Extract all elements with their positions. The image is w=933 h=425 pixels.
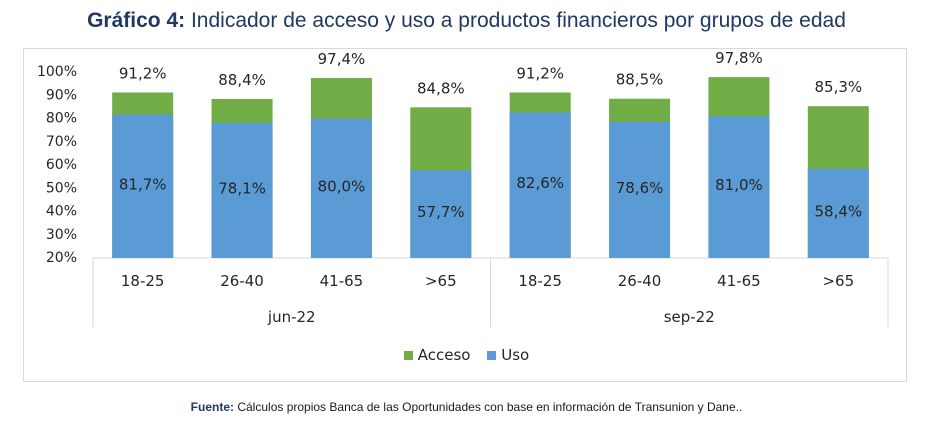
legend-label-uso: Uso	[501, 346, 530, 364]
bar-uso	[509, 112, 571, 258]
data-label-acceso: 88,4%	[218, 71, 266, 89]
y-tick-label: 20%	[46, 250, 77, 266]
legend-item-uso: Uso	[487, 346, 529, 364]
chart-title: Gráfico 4: Indicador de acceso y uso a p…	[0, 9, 933, 33]
x-tick-label: >65	[822, 272, 854, 290]
data-label-uso: 82,6%	[516, 174, 564, 192]
x-tick-label: 41-65	[717, 272, 761, 290]
bar-uso	[410, 170, 472, 258]
x-tick-label: 18-25	[518, 272, 562, 290]
chart-frame	[23, 48, 907, 382]
data-label-uso: 80,0%	[318, 177, 366, 195]
chart-legend: Acceso Uso	[0, 346, 933, 364]
data-label-uso: 81,7%	[119, 175, 167, 193]
legend-item-acceso: Acceso	[403, 346, 471, 364]
x-group-label: jun-22	[267, 308, 316, 326]
bar-uso	[609, 121, 671, 258]
x-tick-label: 26-40	[220, 272, 264, 290]
y-tick-label: 100%	[37, 64, 77, 80]
legend-label-acceso: Acceso	[417, 346, 471, 364]
y-tick-label: 70%	[46, 134, 77, 150]
x-tick-label: >65	[425, 272, 457, 290]
y-tick-label: 90%	[46, 87, 77, 103]
data-label-acceso: 88,5%	[616, 71, 664, 89]
data-label-acceso: 91,2%	[516, 64, 564, 82]
bar-uso	[310, 118, 372, 258]
x-tick-label: 26-40	[618, 272, 662, 290]
bar-uso	[708, 116, 770, 258]
x-tick-label: 18-25	[121, 272, 165, 290]
chart-title-label: Gráfico 4:	[87, 9, 186, 32]
bar-uso	[211, 122, 273, 258]
legend-swatch-uso	[487, 351, 497, 360]
y-tick-label: 30%	[46, 227, 77, 243]
source-label: Fuente:	[190, 400, 234, 414]
bar-uso	[112, 114, 174, 258]
data-label-uso: 81,0%	[715, 176, 763, 194]
source-text: Cálculos propios Banca de las Oportunida…	[237, 400, 743, 414]
data-label-acceso: 97,4%	[318, 50, 366, 68]
source-note: Fuente: Cálculos propios Banca de las Op…	[0, 400, 933, 414]
data-label-uso: 78,6%	[616, 179, 664, 197]
data-label-uso: 57,7%	[417, 203, 465, 221]
data-label-acceso: 97,8%	[715, 49, 763, 67]
legend-swatch-acceso	[403, 351, 413, 360]
data-label-acceso: 84,8%	[417, 79, 465, 97]
x-tick-label: 41-65	[320, 272, 364, 290]
y-tick-label: 50%	[46, 180, 77, 196]
y-tick-label: 60%	[46, 157, 77, 173]
bar-uso	[807, 168, 869, 258]
data-label-acceso: 85,3%	[814, 78, 862, 96]
y-tick-label: 40%	[46, 204, 77, 220]
x-group-label: sep-22	[664, 308, 715, 326]
data-label-uso: 58,4%	[814, 202, 862, 220]
data-label-acceso: 91,2%	[119, 64, 167, 82]
chart-title-text: Indicador de acceso y uso a productos fi…	[190, 9, 846, 32]
y-tick-label: 80%	[46, 111, 77, 127]
data-label-uso: 78,1%	[218, 179, 266, 197]
